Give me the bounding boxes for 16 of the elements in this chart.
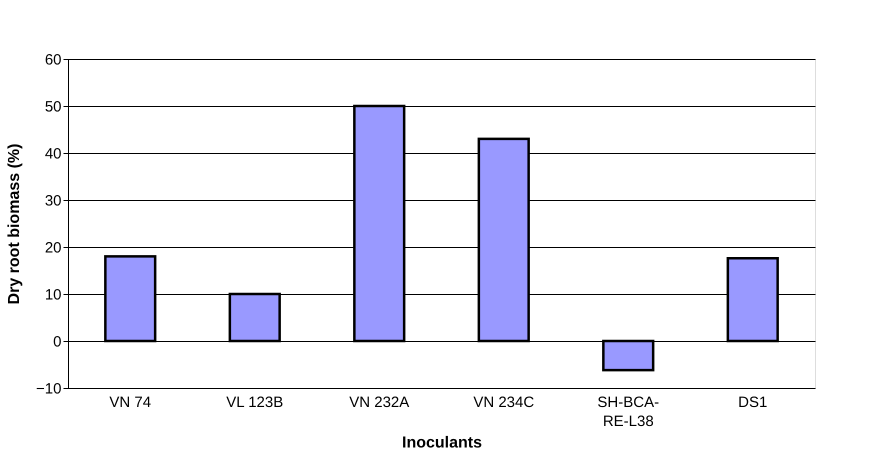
x-tick-label: VL 123B — [226, 394, 284, 411]
y-tick-label: 20 — [44, 240, 62, 256]
x-axis-title: Inoculants — [402, 434, 482, 452]
y-tick-label: 50 — [44, 98, 62, 116]
x-tick-label: VN 232A — [349, 394, 410, 411]
x-tick-label: VN 234C — [473, 394, 534, 411]
y-tick-label: 40 — [44, 146, 62, 162]
y-tick-label: 60 — [44, 52, 62, 68]
x-tick-label: DS1 — [738, 394, 768, 411]
y-axis-title: Dry root biomass (%) — [6, 144, 24, 304]
y-tick-label: −10 — [36, 380, 62, 398]
x-tick-label: SH-BCA-RE-L38 — [597, 394, 660, 430]
y-tick-label: 0 — [53, 334, 62, 350]
y-tick-label: 10 — [44, 286, 62, 304]
x-tick-label: VN 74 — [109, 394, 152, 411]
y-tick-label: 30 — [44, 192, 62, 210]
